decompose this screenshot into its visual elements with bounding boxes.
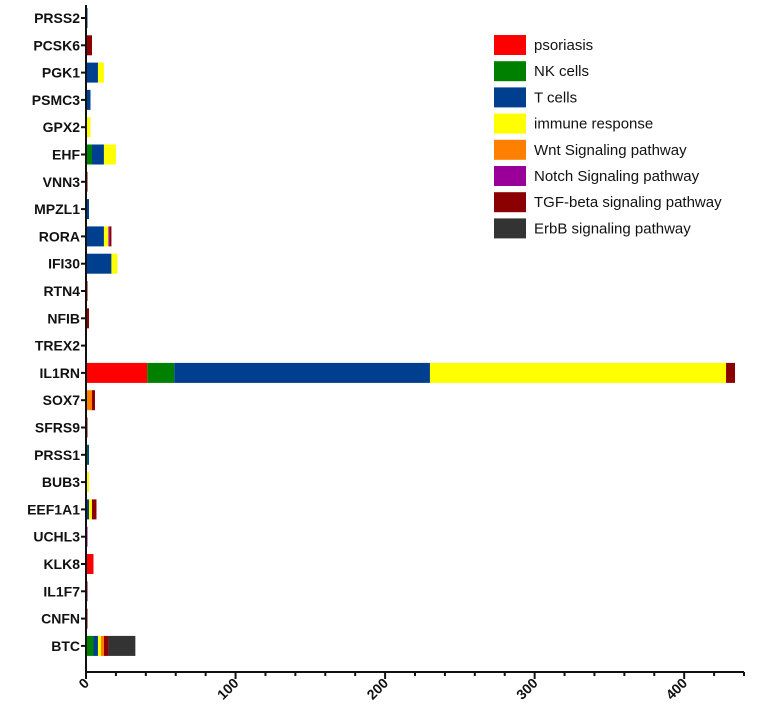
category-label: IFI30	[48, 256, 80, 272]
legend-label: immune response	[534, 116, 653, 133]
legend-swatch	[494, 87, 526, 108]
bar-segment	[86, 472, 89, 493]
bar-segment	[86, 117, 91, 138]
category-label: BUB3	[42, 474, 80, 490]
category-label: UCHL3	[33, 529, 80, 545]
bar-segment	[100, 635, 104, 656]
category-label: VNN3	[43, 174, 81, 190]
bar-segment	[87, 444, 89, 465]
category-label: IL1F7	[43, 583, 80, 599]
x-tick-label: 200	[363, 675, 391, 703]
category-label: PSMC3	[32, 92, 80, 108]
category-label: SOX7	[43, 392, 81, 408]
category-label: NFIB	[47, 310, 80, 326]
category-label: KLK8	[43, 556, 80, 572]
category-label: EEF1A1	[27, 501, 80, 517]
category-label: PRSS2	[34, 10, 80, 26]
bar-segment	[86, 635, 94, 656]
legend-swatch	[494, 139, 526, 160]
bar-segment	[103, 226, 109, 247]
bar-segment	[86, 390, 92, 411]
legend-label: T cells	[534, 89, 577, 106]
legend-swatch	[494, 113, 526, 134]
y-axis: PRSS2 PCSK6 PGK1 PSMC3 GPX2 EHF VNN3 MPZL1 RORA I…	[27, 10, 86, 654]
bar-segment	[86, 226, 104, 247]
legend-swatch	[494, 218, 526, 239]
legend-swatch	[494, 35, 526, 55]
x-tick-label: 300	[513, 675, 541, 703]
bar-segment	[91, 390, 95, 411]
x-axis: 0 100 200 300 400	[75, 672, 745, 703]
category-label: GPX2	[43, 119, 81, 135]
bar-segment	[91, 144, 104, 165]
category-label: RORA	[39, 228, 80, 244]
bar-segment	[111, 253, 118, 274]
legend-swatch	[494, 61, 526, 82]
bar-segment	[429, 362, 727, 383]
bar-segment	[91, 499, 97, 520]
bar-segment	[726, 362, 736, 383]
bar-segment	[88, 499, 92, 520]
legend-label: Wnt Signaling pathway	[534, 142, 687, 159]
bar-segment	[103, 635, 109, 656]
bar-segment	[97, 635, 101, 656]
bar-segment	[86, 499, 89, 520]
category-label: PGK1	[42, 65, 80, 81]
legend-swatch	[494, 192, 526, 213]
bars-layer	[86, 8, 736, 656]
category-label: PRSS1	[34, 447, 80, 463]
bar-segment	[86, 308, 89, 329]
bar-segment	[147, 362, 175, 383]
legend-label: Notch Signaling pathway	[534, 168, 700, 185]
bar-segment	[109, 226, 112, 247]
x-tick-label: 400	[662, 675, 690, 703]
bar-segment	[86, 89, 91, 110]
bar-segment	[86, 62, 98, 83]
category-label: IL1RN	[40, 365, 80, 381]
legend-label: ErbB signaling pathway	[534, 220, 691, 237]
bar-segment	[103, 144, 116, 165]
category-label: SFRS9	[35, 420, 80, 436]
category-label: EHF	[52, 147, 80, 163]
bar-segment	[86, 144, 92, 165]
bar-segment	[174, 362, 430, 383]
bar-segment	[86, 35, 92, 56]
category-label: TREX2	[35, 338, 80, 354]
x-tick-label: 100	[214, 675, 242, 703]
bar-segment	[86, 199, 89, 220]
legend-swatch	[494, 166, 526, 186]
bar-segment	[108, 226, 110, 247]
bar-segment	[93, 635, 98, 656]
category-label: CNFN	[41, 611, 80, 627]
bar-segment	[86, 362, 148, 383]
bar-segment	[86, 554, 94, 574]
bar-segment	[108, 635, 136, 656]
bar-segment	[97, 62, 104, 83]
category-label: PCSK6	[33, 37, 80, 53]
bar-segment	[86, 253, 112, 274]
category-label: MPZL1	[34, 201, 80, 217]
legend-label: TGF-beta signaling pathway	[534, 194, 722, 211]
legend-label: psoriasis	[534, 37, 593, 54]
legend-label: NK cells	[534, 63, 589, 80]
category-label: RTN4	[43, 283, 80, 299]
category-label: BTC	[51, 638, 80, 654]
legend: psoriasis NK cells T cells immune response W…	[494, 35, 722, 239]
x-tick-label: 0	[75, 675, 92, 692]
